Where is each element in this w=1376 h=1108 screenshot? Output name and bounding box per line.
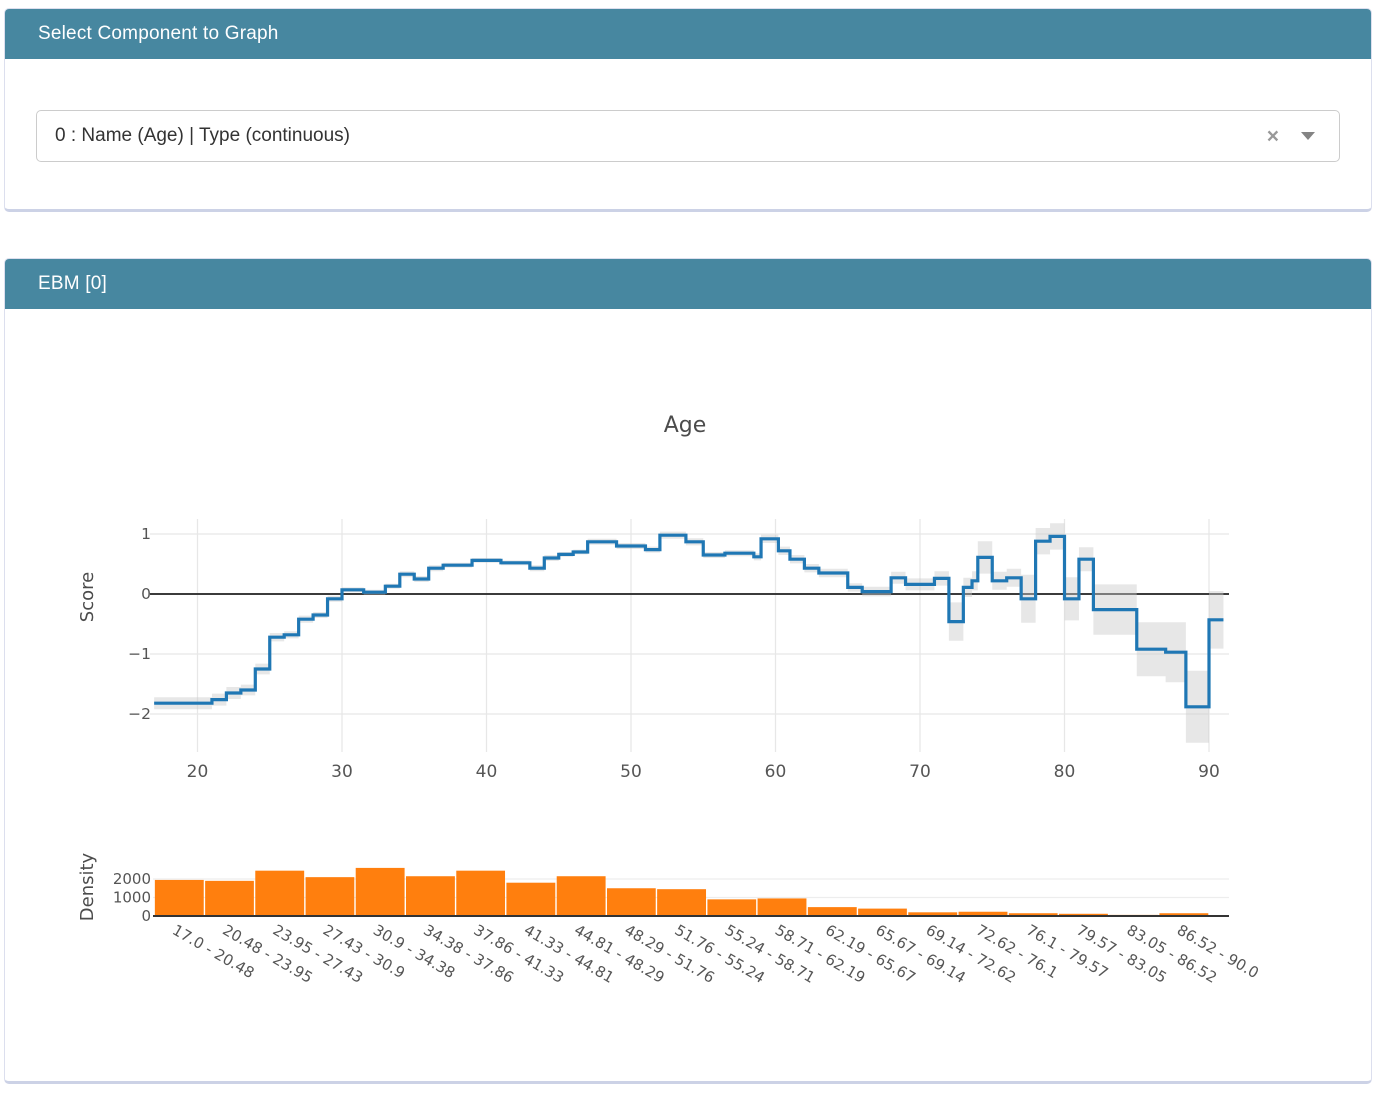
chevron-down-icon[interactable]	[1301, 132, 1315, 140]
svg-text:70: 70	[909, 762, 931, 782]
clear-icon[interactable]: ×	[1266, 124, 1279, 148]
svg-text:30: 30	[331, 762, 353, 782]
component-dropdown[interactable]: 0 : Name (Age) | Type (continuous) ×	[36, 110, 1340, 162]
svg-text:0: 0	[141, 907, 151, 925]
ebm-panel-title: EBM [0]	[5, 259, 1371, 309]
ebm-panel: EBM [0] Age 1 0 −1 −2 20 30 40 50 60 70 80 90 Score 0 1…	[4, 258, 1372, 1084]
component-dropdown-value: 0 : Name (Age) | Type (continuous)	[55, 125, 351, 146]
svg-text:50: 50	[620, 762, 642, 782]
svg-text:40: 40	[476, 762, 498, 782]
svg-text:1: 1	[141, 525, 151, 543]
svg-text:Age: Age	[664, 413, 707, 438]
svg-text:90: 90	[1198, 762, 1220, 782]
select-panel-body: 0 : Name (Age) | Type (continuous) ×	[5, 59, 1371, 162]
svg-text:Score: Score	[77, 572, 98, 622]
svg-text:80: 80	[1054, 762, 1076, 782]
svg-text:1000: 1000	[113, 889, 151, 907]
svg-text:−2: −2	[128, 705, 151, 723]
svg-text:60: 60	[765, 762, 787, 782]
svg-text:Density: Density	[77, 852, 98, 921]
svg-text:0: 0	[141, 585, 151, 603]
select-panel-title: Select Component to Graph	[5, 9, 1371, 59]
svg-text:−1: −1	[128, 645, 151, 663]
svg-text:2000: 2000	[113, 870, 151, 888]
svg-text:20: 20	[187, 762, 209, 782]
ebm-panel-body: Age 1 0 −1 −2 20 30 40 50 60 70 80 90 Score 0 1000 2000 1…	[5, 309, 1371, 1081]
select-component-panel: Select Component to Graph 0 : Name (Age)…	[4, 8, 1372, 212]
